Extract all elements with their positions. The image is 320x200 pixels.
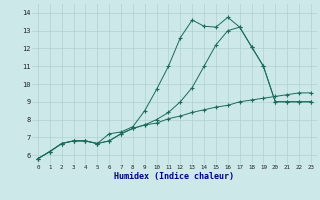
X-axis label: Humidex (Indice chaleur): Humidex (Indice chaleur) [115, 172, 234, 181]
